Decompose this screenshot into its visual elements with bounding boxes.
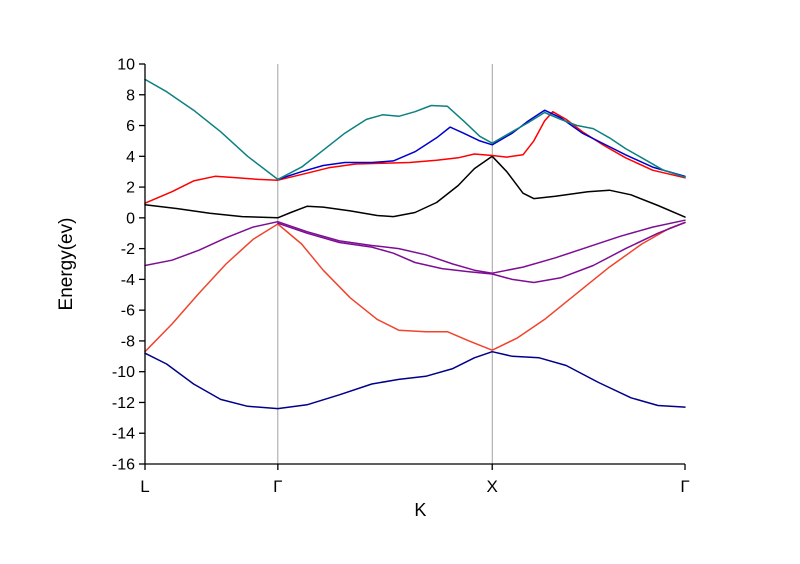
x-tick-label: Γ bbox=[680, 477, 689, 496]
band-curve-band-1-lowest-valence bbox=[144, 350, 686, 410]
y-tick-label: -10 bbox=[112, 364, 135, 381]
y-tick-label: -12 bbox=[112, 395, 135, 412]
band-curve-band-4-valence bbox=[277, 221, 686, 284]
y-tick-label: 6 bbox=[126, 118, 135, 135]
y-tick-label: -14 bbox=[112, 426, 135, 443]
y-tick-label: 0 bbox=[126, 210, 135, 227]
y-tick-label: 8 bbox=[126, 87, 135, 104]
y-tick-label: -6 bbox=[121, 303, 135, 320]
y-tick-label: -8 bbox=[121, 333, 135, 350]
y-tick-label: -4 bbox=[121, 272, 135, 289]
band-curve-band-5-conduction bbox=[144, 155, 686, 219]
y-tick-label: -16 bbox=[112, 457, 135, 474]
x-tick-label: Γ bbox=[273, 477, 282, 496]
y-tick-label: 10 bbox=[117, 57, 135, 74]
band-curve-band-7-conduction bbox=[277, 109, 686, 181]
y-tick-label: 2 bbox=[126, 180, 135, 197]
band-curve-band-2-valence bbox=[144, 221, 686, 353]
y-tick-label: 4 bbox=[126, 149, 135, 166]
x-tick-label: X bbox=[487, 477, 498, 496]
band-curve-band-6-conduction bbox=[144, 110, 686, 204]
x-axis-title: K bbox=[414, 500, 426, 520]
x-tick-label: L bbox=[140, 477, 149, 496]
y-axis-title: Energy(ev) bbox=[56, 218, 77, 311]
band-curve-band-8-conduction bbox=[144, 78, 686, 181]
y-tick-label: -2 bbox=[121, 241, 135, 258]
band-curve-band-3-valence bbox=[144, 219, 686, 274]
